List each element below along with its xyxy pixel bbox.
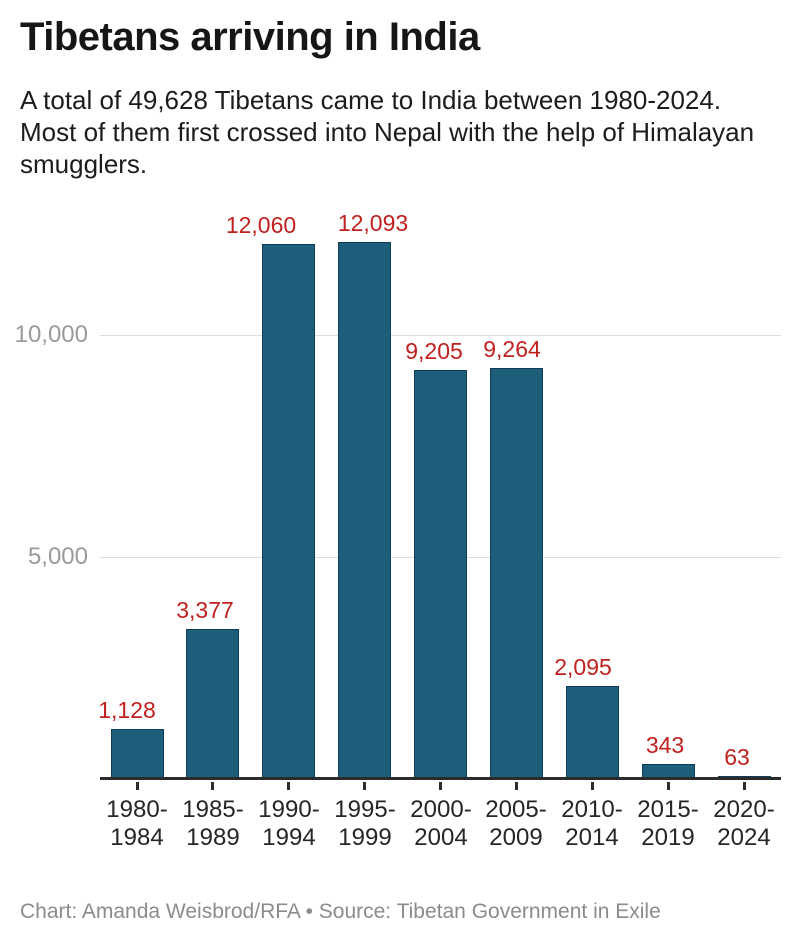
bar	[262, 244, 315, 779]
axis-tick-mark	[287, 782, 290, 790]
bar	[186, 629, 239, 779]
x-axis-line	[100, 777, 781, 780]
bar-value-label: 343	[645, 732, 685, 758]
axis-tick-mark	[667, 782, 670, 790]
bar-value-label: 9,264	[483, 336, 541, 362]
bar	[566, 686, 619, 779]
chart-description: A total of 49,628 Tibetans came to India…	[20, 85, 755, 179]
axis-tick-mark	[363, 782, 366, 790]
bar	[490, 368, 543, 779]
bar-value-label: 63	[724, 744, 750, 770]
bar	[111, 729, 164, 779]
axis-tick-mark	[743, 782, 746, 790]
x-tick-label: 2000- 2004	[410, 796, 472, 851]
bar-value-label: 2,095	[554, 654, 612, 680]
bar	[414, 370, 467, 779]
axis-tick-mark	[439, 782, 442, 790]
axis-tick-mark	[591, 782, 594, 790]
bar-value-label: 1,128	[98, 697, 156, 723]
chart-credit: Chart: Amanda Weisbrod/RFA • Source: Tib…	[20, 900, 661, 923]
bar-value-label: 9,205	[405, 338, 463, 364]
x-tick-label: 2005- 2009	[485, 796, 547, 851]
axis-tick-mark	[136, 782, 139, 790]
bar	[338, 242, 391, 779]
y-axis-label: 10,000	[14, 321, 88, 348]
x-tick-label: 2015- 2019	[637, 796, 699, 851]
x-tick-label: 2020- 2024	[713, 796, 775, 851]
bar-value-label: 12,060	[225, 212, 297, 238]
gridline	[100, 335, 781, 336]
x-tick-label: 2010- 2014	[561, 796, 623, 851]
x-tick-label: 1980- 1984	[106, 796, 168, 851]
bar-value-label: 3,377	[176, 597, 234, 623]
axis-tick-mark	[211, 782, 214, 790]
x-tick-label: 1995- 1999	[334, 796, 396, 851]
axis-tick-mark	[515, 782, 518, 790]
bar-value-label: 12,093	[337, 210, 409, 236]
x-tick-label: 1985- 1989	[182, 796, 244, 851]
chart-title: Tibetans arriving in India	[20, 15, 480, 59]
y-axis-label: 5,000	[27, 543, 88, 570]
x-tick-label: 1990- 1994	[258, 796, 320, 851]
